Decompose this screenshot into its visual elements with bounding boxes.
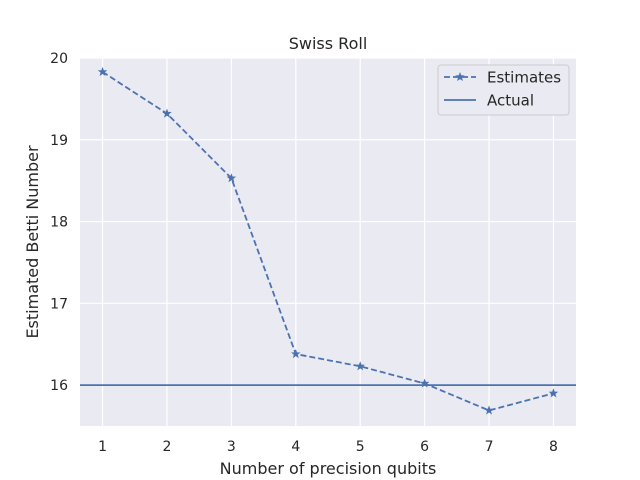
estimate-point-marker xyxy=(162,108,172,118)
plot-area xyxy=(80,58,576,426)
estimate-point-marker xyxy=(97,66,108,76)
x-tick-label: 7 xyxy=(485,439,494,455)
estimate-point-marker xyxy=(484,405,494,415)
legend-estimates-marker xyxy=(455,72,465,82)
estimate-point-marker xyxy=(355,361,365,371)
legend: Estimates Actual xyxy=(437,64,570,116)
chart-title: Swiss Roll xyxy=(289,34,368,53)
y-tick-label: 16 xyxy=(50,378,68,394)
legend-estimates-label: Estimates xyxy=(487,69,561,87)
estimate-point-marker xyxy=(291,349,301,359)
x-tick-label: 3 xyxy=(227,439,236,455)
x-tick-label: 6 xyxy=(420,439,429,455)
x-tick-label: 1 xyxy=(98,439,107,455)
series-layer xyxy=(80,66,576,415)
x-tick-label: 2 xyxy=(163,439,172,455)
estimates-line xyxy=(102,71,554,412)
legend-box xyxy=(437,64,570,116)
legend-actual-label: Actual xyxy=(487,92,534,110)
y-axis-label: Estimated Betti Number xyxy=(23,145,42,339)
tick-labels: 1 2 3 4 5 6 7 8 16 17 18 19 20 xyxy=(50,51,558,455)
estimate-point-marker xyxy=(548,388,559,398)
y-tick-label: 18 xyxy=(50,215,68,231)
y-tick-label: 17 xyxy=(50,296,68,312)
x-axis-label: Number of precision qubits xyxy=(220,459,437,478)
y-tick-label: 19 xyxy=(50,133,68,149)
x-tick-label: 4 xyxy=(291,439,300,455)
estimate-point-marker xyxy=(419,378,430,388)
estimate-point-marker xyxy=(226,173,237,183)
x-tick-label: 5 xyxy=(356,439,365,455)
y-tick-label: 20 xyxy=(50,51,68,67)
x-tick-label: 8 xyxy=(549,439,558,455)
